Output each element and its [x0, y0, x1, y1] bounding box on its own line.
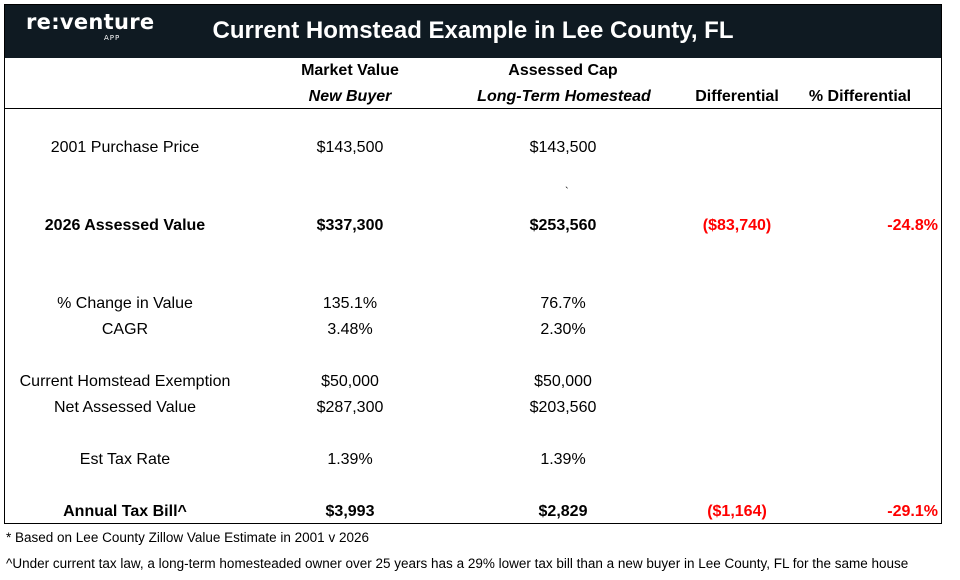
row-label-homestead-exemption: Current Homstead Exemption: [19, 373, 231, 390]
row-label-cagr: CAGR: [101, 321, 149, 338]
cell-homestead-exemption-market: $50,000: [321, 373, 379, 390]
row-label-purchase-price: 2001 Purchase Price: [50, 139, 200, 156]
col-header-market-value: Market Value: [301, 62, 399, 79]
cell-pct-change-market: 135.1%: [322, 295, 378, 312]
cell-cagr-cap: 2.30%: [540, 321, 586, 338]
cell-assessed-value-market: $337,300: [316, 217, 384, 234]
cell-homestead-exemption-cap: $50,000: [534, 373, 592, 390]
col-header-pct-differential: % Differential: [808, 88, 912, 105]
cell-tax-bill-cap: $2,829: [538, 503, 588, 520]
cell-cagr-market: 3.48%: [327, 321, 373, 338]
logo-sub: APP: [104, 34, 121, 42]
row-label-tax-bill: Annual Tax Bill^: [63, 503, 187, 520]
cell-tax-rate-market: 1.39%: [327, 451, 373, 468]
footnote-zillow-source: * Based on Lee County Zillow Value Estim…: [6, 530, 369, 545]
cell-purchase-price-cap: $143,500: [529, 139, 597, 156]
cell-tax-rate-cap: 1.39%: [540, 451, 586, 468]
reventure-logo: re:venture APP: [26, 10, 155, 42]
cell-net-assessed-cap: $203,560: [529, 399, 597, 416]
col-header-assessed-cap: Assessed Cap: [508, 62, 618, 79]
cell-tax-bill-pct: -29.1%: [887, 503, 938, 520]
cell-pct-change-cap: 76.7%: [540, 295, 586, 312]
row-label-net-assessed: Net Assessed Value: [53, 399, 196, 416]
cell-purchase-price-market: $143,500: [316, 139, 384, 156]
cell-tax-bill-market: $3,993: [325, 503, 375, 520]
cell-assessed-value-diff: ($83,740): [702, 217, 772, 234]
footnote-tax-law: ^Under current tax law, a long-term home…: [6, 556, 909, 571]
col-header-differential: Differential: [695, 88, 779, 105]
stray-tick-mark: `: [565, 186, 569, 198]
col-header-new-buyer: New Buyer: [308, 88, 392, 105]
row-label-assessed-value: 2026 Assessed Value: [44, 217, 206, 234]
cell-net-assessed-market: $287,300: [316, 399, 384, 416]
row-label-tax-rate: Est Tax Rate: [79, 451, 171, 468]
header-divider: [4, 108, 942, 109]
col-header-long-term-homestead: Long-Term Homestead: [477, 88, 651, 105]
cell-tax-bill-diff: ($1,164): [707, 503, 767, 520]
page-title: Current Homstead Example in Lee County, …: [212, 17, 734, 44]
logo-brand: re:venture: [26, 10, 155, 34]
cell-assessed-value-pct: -24.8%: [887, 217, 938, 234]
title-banner: [4, 4, 942, 58]
cell-assessed-value-cap: $253,560: [529, 217, 597, 234]
table-frame: [4, 4, 942, 524]
row-label-pct-change: % Change in Value: [57, 295, 193, 312]
